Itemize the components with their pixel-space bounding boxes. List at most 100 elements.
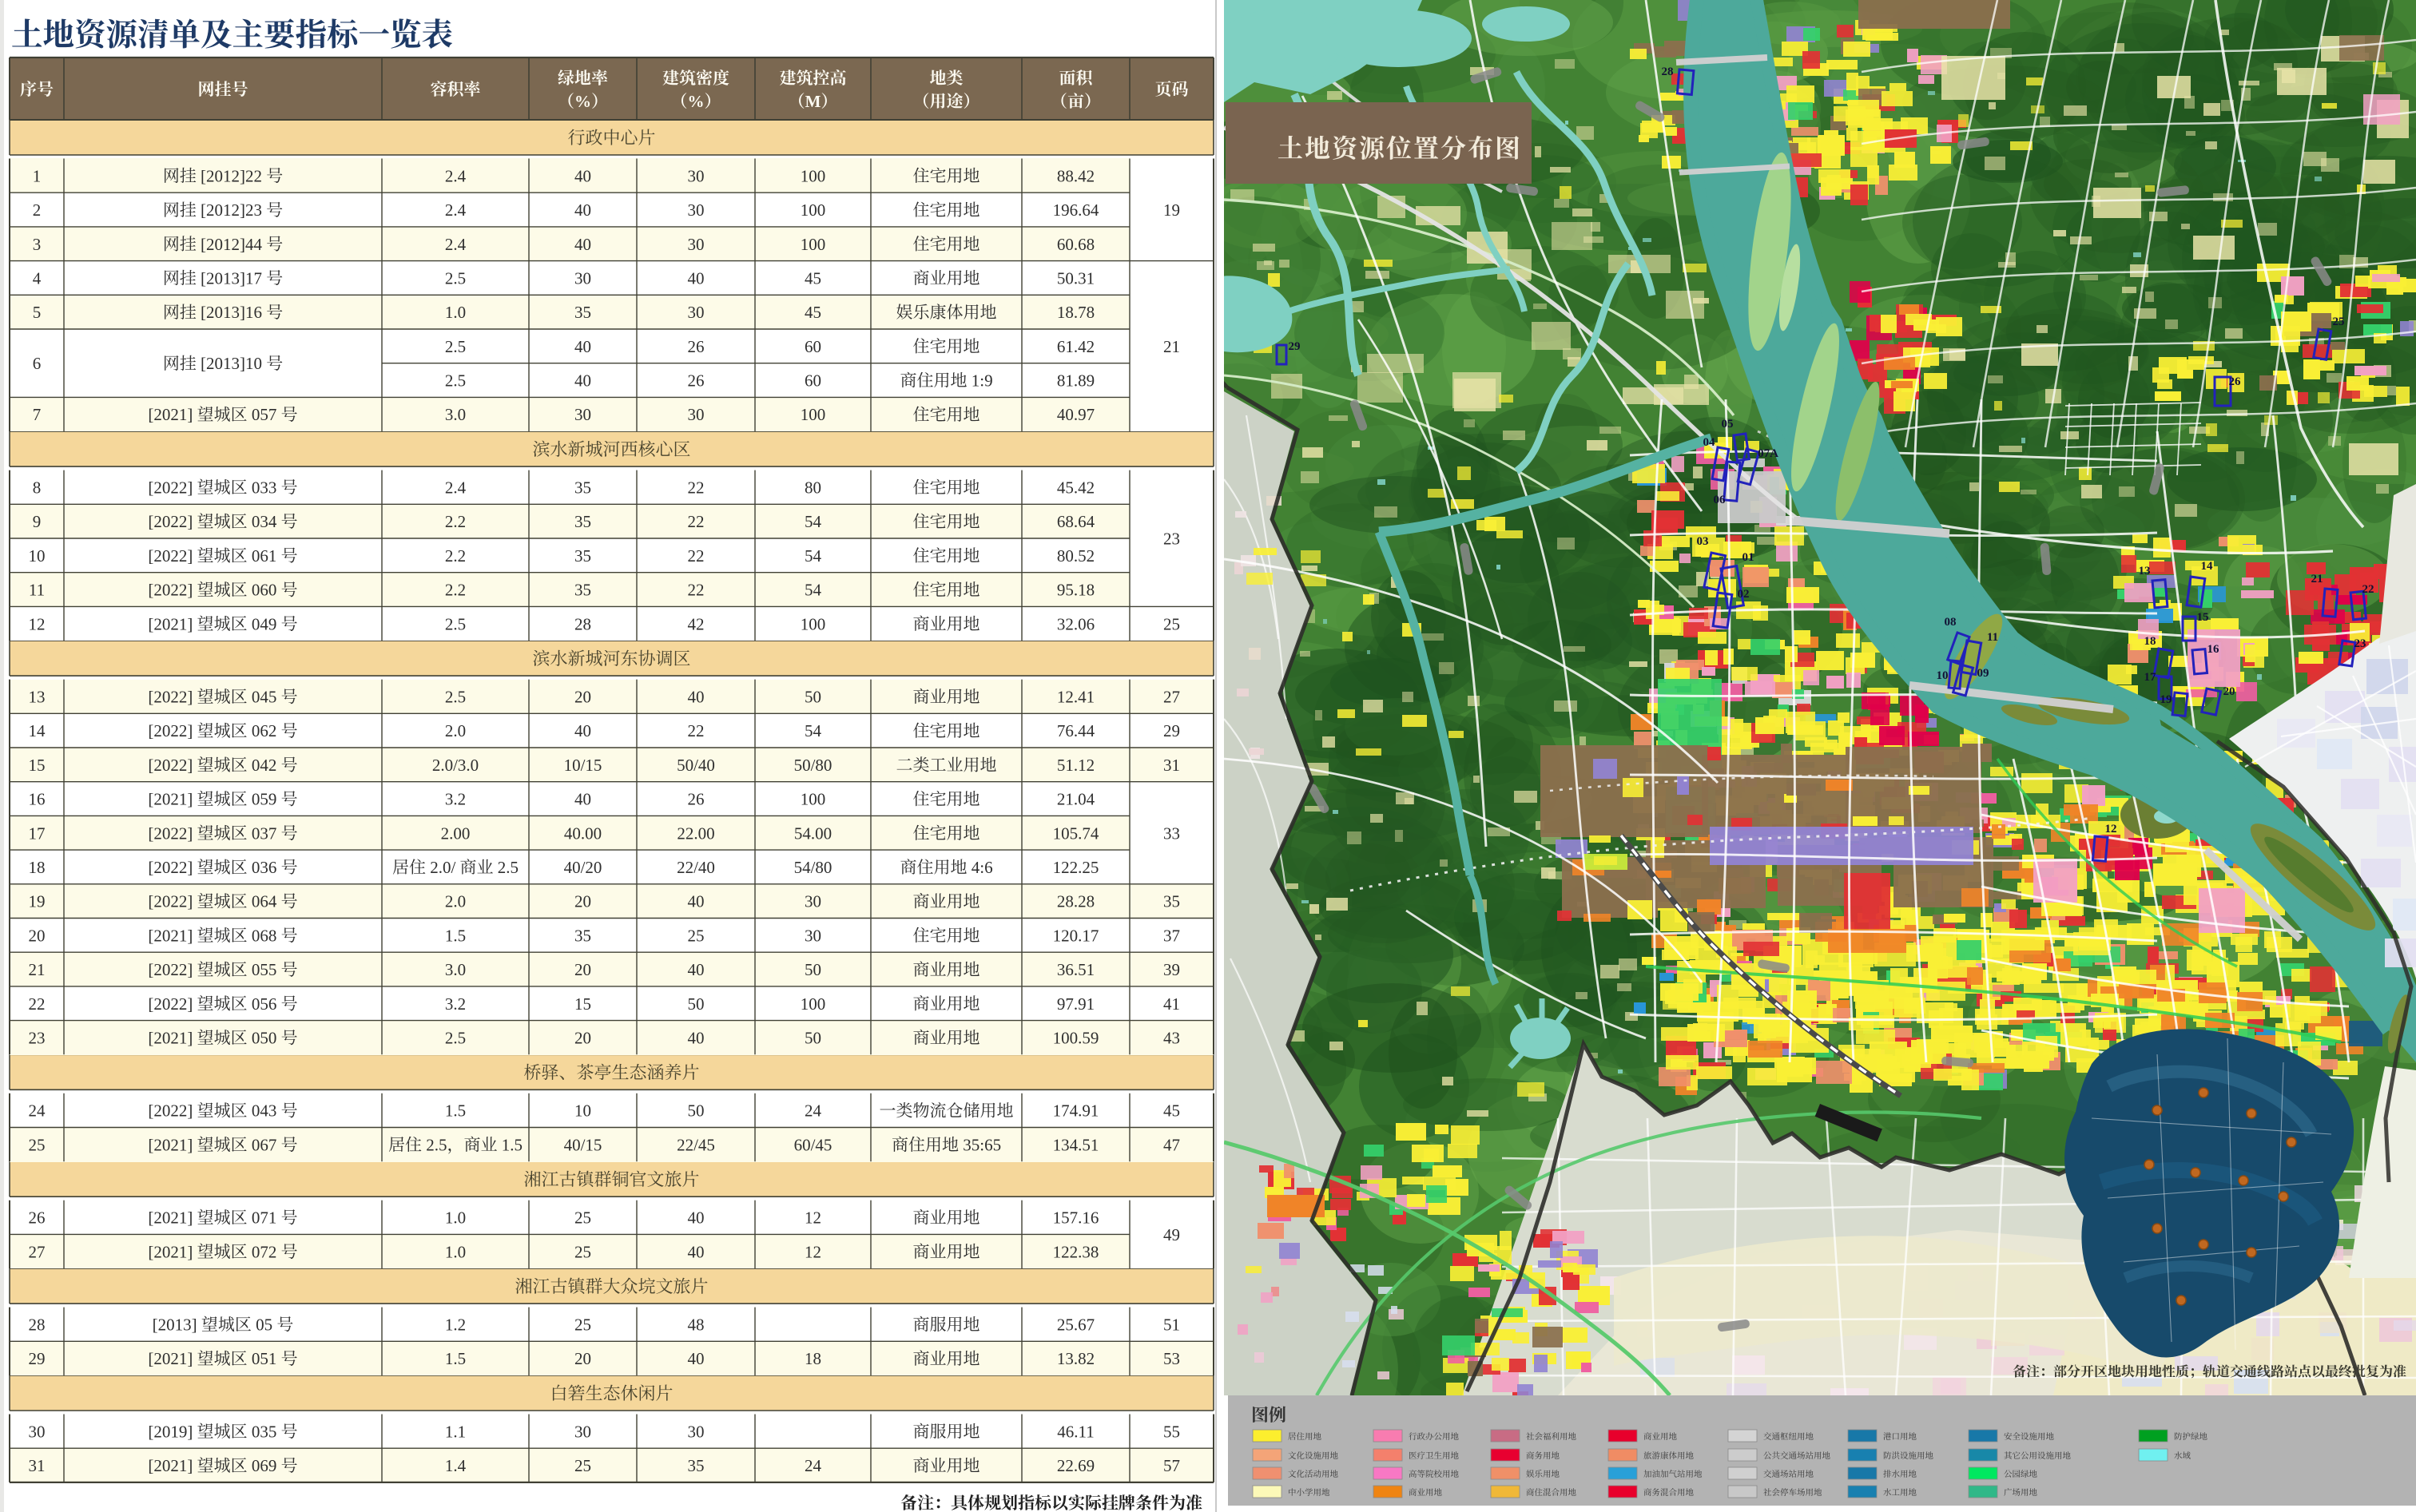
svg-text:2.2: 2.2 <box>445 512 466 531</box>
svg-text:45: 45 <box>805 303 821 322</box>
svg-text:40/15: 40/15 <box>564 1135 602 1154</box>
svg-text:10: 10 <box>29 546 46 566</box>
svg-text:81.89: 81.89 <box>1057 371 1095 391</box>
svg-text:120.17: 120.17 <box>1053 926 1099 945</box>
svg-text:[2022]: [2022] <box>148 823 197 843</box>
svg-text:[2021]: [2021] <box>148 1208 197 1228</box>
svg-text:157.16: 157.16 <box>1053 1208 1099 1228</box>
svg-text:54: 54 <box>805 512 822 531</box>
svg-text:35: 35 <box>574 512 591 531</box>
svg-text:6: 6 <box>33 354 42 373</box>
svg-text:3.0: 3.0 <box>445 405 466 424</box>
svg-text:47: 47 <box>1163 1135 1180 1154</box>
svg-text:2.5: 2.5 <box>445 614 466 633</box>
svg-text:45: 45 <box>805 268 821 288</box>
svg-text:22: 22 <box>688 478 705 497</box>
svg-text:24: 24 <box>805 1101 822 1121</box>
svg-text:3.2: 3.2 <box>445 790 466 809</box>
svg-text:25: 25 <box>574 1242 591 1261</box>
svg-text:2.5: 2.5 <box>445 371 466 391</box>
svg-text:49: 49 <box>1163 1225 1180 1244</box>
svg-text:[2022]: [2022] <box>148 478 197 497</box>
svg-text:10: 10 <box>1937 669 1949 682</box>
svg-text:11: 11 <box>29 581 45 600</box>
svg-text:30: 30 <box>688 166 705 185</box>
svg-text:036: 036 <box>248 858 281 877</box>
svg-text:54.00: 54.00 <box>794 823 832 843</box>
svg-text:4: 4 <box>33 268 42 288</box>
svg-text:10: 10 <box>574 1101 591 1121</box>
svg-text:35: 35 <box>574 926 591 945</box>
svg-text:[2022]: [2022] <box>148 512 197 531</box>
svg-text:28.28: 28.28 <box>1057 892 1095 911</box>
svg-text:[2022]: [2022] <box>148 721 197 740</box>
svg-text:134.51: 134.51 <box>1053 1135 1099 1154</box>
svg-text:14: 14 <box>29 721 46 740</box>
svg-text:100: 100 <box>801 166 826 185</box>
svg-text:50/80: 50/80 <box>794 756 832 775</box>
svg-text:1: 1 <box>33 166 42 185</box>
svg-text:033: 033 <box>248 478 281 497</box>
svg-text:100: 100 <box>801 614 826 633</box>
svg-text:80: 80 <box>805 478 821 497</box>
svg-text:40: 40 <box>688 960 705 979</box>
svg-text:3.0: 3.0 <box>445 960 466 979</box>
svg-text:30: 30 <box>688 200 705 220</box>
svg-text:057: 057 <box>248 405 281 424</box>
svg-text:43: 43 <box>1163 1029 1180 1048</box>
svg-text:50: 50 <box>805 688 821 707</box>
svg-text:22: 22 <box>688 512 705 531</box>
svg-text:35: 35 <box>574 581 591 600</box>
svg-text:42: 42 <box>688 614 705 633</box>
svg-text:174.91: 174.91 <box>1053 1101 1099 1121</box>
svg-text:50/40: 50/40 <box>677 756 715 775</box>
svg-text:25.67: 25.67 <box>1057 1316 1095 1335</box>
svg-text:043: 043 <box>248 1101 281 1121</box>
svg-text:100: 100 <box>801 235 826 254</box>
svg-text:22.69: 22.69 <box>1057 1456 1095 1475</box>
svg-text:%: % <box>688 92 705 111</box>
svg-text:40: 40 <box>574 371 591 391</box>
svg-text:[2022]: [2022] <box>148 960 197 979</box>
svg-text:[2021]: [2021] <box>148 1029 197 1048</box>
svg-text:13: 13 <box>29 688 46 707</box>
svg-text:055: 055 <box>248 960 281 979</box>
svg-text:40: 40 <box>688 1208 705 1228</box>
svg-text:28: 28 <box>574 614 591 633</box>
svg-text:122.25: 122.25 <box>1053 858 1099 877</box>
svg-text:35:65: 35:65 <box>959 1135 1001 1154</box>
svg-text:059: 059 <box>248 790 281 809</box>
svg-text:037: 037 <box>248 823 281 843</box>
svg-text:16: 16 <box>29 790 46 809</box>
svg-text:33: 33 <box>1163 823 1180 843</box>
svg-text:16: 16 <box>2207 643 2220 656</box>
svg-text:[2021]: [2021] <box>148 926 197 945</box>
svg-text:22: 22 <box>688 721 705 740</box>
svg-text:[2021]: [2021] <box>148 405 197 424</box>
svg-text:57: 57 <box>1163 1456 1180 1475</box>
svg-text:067: 067 <box>248 1135 281 1154</box>
svg-text:22/45: 22/45 <box>677 1135 715 1154</box>
svg-text:76.44: 76.44 <box>1057 721 1095 740</box>
svg-text:40: 40 <box>574 790 591 809</box>
svg-text:30: 30 <box>688 1422 705 1441</box>
svg-text:18: 18 <box>29 858 46 877</box>
svg-text:60: 60 <box>805 337 821 356</box>
svg-text:100.59: 100.59 <box>1053 1029 1099 1048</box>
svg-text:2.2: 2.2 <box>445 546 466 566</box>
svg-text:2.4: 2.4 <box>445 235 467 254</box>
svg-text:1.1: 1.1 <box>445 1422 466 1441</box>
svg-text:[2022]: [2022] <box>148 1101 197 1121</box>
svg-text:5: 5 <box>33 303 42 322</box>
svg-text:35: 35 <box>574 546 591 566</box>
svg-text:[2022]: [2022] <box>148 994 197 1014</box>
svg-text:09: 09 <box>1977 667 1989 680</box>
svg-text:19: 19 <box>1163 200 1180 220</box>
svg-text:15: 15 <box>29 756 46 775</box>
svg-text:40.00: 40.00 <box>564 823 602 843</box>
svg-text:40: 40 <box>688 688 705 707</box>
svg-text:60/45: 60/45 <box>794 1135 832 1154</box>
svg-text:1.5: 1.5 <box>445 1349 466 1368</box>
svg-text:100: 100 <box>801 790 826 809</box>
svg-text:30: 30 <box>29 1422 46 1441</box>
